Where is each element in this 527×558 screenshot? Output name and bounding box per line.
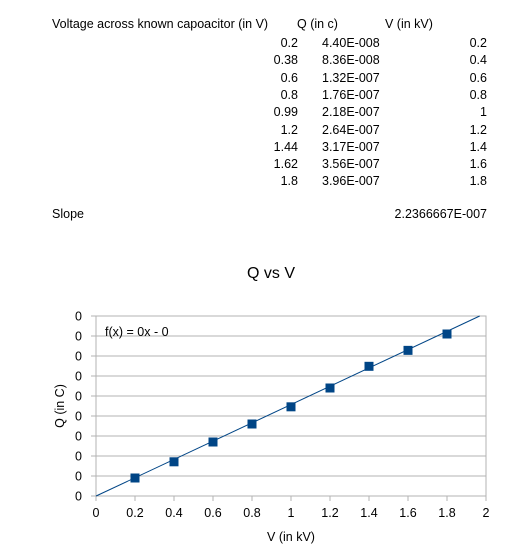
x-tick-label: 1.8 bbox=[438, 506, 455, 520]
data-point bbox=[286, 402, 296, 412]
cell-v-kv: 0.2 bbox=[469, 36, 487, 50]
data-point bbox=[364, 361, 374, 371]
data-point bbox=[208, 437, 218, 447]
slope-value: 2.2366667E-007 bbox=[394, 207, 487, 221]
cell-q: 3.56E-007 bbox=[322, 157, 380, 172]
x-tick-label: 2 bbox=[483, 506, 490, 520]
y-tick-label: 0 bbox=[75, 390, 82, 404]
x-tick-label: 1.4 bbox=[360, 506, 377, 520]
cell-q: 1.76E-007 bbox=[322, 87, 380, 102]
data-point bbox=[247, 419, 257, 429]
data-point bbox=[169, 457, 179, 467]
x-axis-label: V (in kV) bbox=[267, 530, 315, 544]
chart: Q vs V 0 0 0 0 0 0 0 0 0 0 0 0.2 0.4 0.6 0.8 1 1.2 1.4 1.6 1… bbox=[0, 250, 527, 558]
y-axis-label: Q (in C) bbox=[53, 384, 67, 428]
cell-v-kv: 1 bbox=[480, 105, 487, 120]
header-v-kv: V (in kV) bbox=[385, 17, 433, 31]
y-tick-label: 0 bbox=[75, 370, 82, 384]
cell-v-kv: 1.8 bbox=[469, 174, 487, 189]
x-tick-label: 1.2 bbox=[321, 506, 338, 520]
cell-v-kv: 1.4 bbox=[469, 139, 487, 154]
cell-v-kv: 0.6 bbox=[469, 70, 487, 85]
x-tick-label: 0.2 bbox=[126, 506, 143, 520]
cell-q: 2.64E-007 bbox=[322, 122, 380, 137]
y-tick-label: 0 bbox=[75, 430, 82, 444]
cell-voltage-known: 0.99 bbox=[273, 105, 298, 120]
y-tick-label: 0 bbox=[75, 450, 82, 464]
cell-voltage-known: 0.38 bbox=[273, 53, 298, 68]
y-tick-label: 0 bbox=[75, 350, 82, 364]
cell-v-kv: 1.6 bbox=[469, 157, 487, 172]
x-tick-label: 0.4 bbox=[165, 506, 182, 520]
cell-voltage-known: 1.8 bbox=[280, 174, 298, 189]
data-point bbox=[403, 345, 413, 355]
cell-voltage-known: 0.2 bbox=[280, 36, 298, 50]
y-tick-label: 0 bbox=[75, 470, 82, 484]
y-tick-label: 0 bbox=[75, 490, 82, 504]
cell-voltage-known: 1.62 bbox=[273, 157, 298, 172]
x-tick-label: 1 bbox=[288, 506, 295, 520]
chart-title: Q vs V bbox=[247, 265, 295, 282]
y-tick-label: 0 bbox=[75, 310, 82, 324]
cell-q: 2.18E-007 bbox=[322, 105, 380, 120]
data-point bbox=[325, 383, 335, 393]
x-tick-label: 1.6 bbox=[399, 506, 416, 520]
cell-q: 3.17E-007 bbox=[322, 139, 380, 154]
x-tick-label: 0.6 bbox=[204, 506, 221, 520]
slope-label: Slope bbox=[52, 207, 84, 221]
trendline-equation: f(x) = 0x - 0 bbox=[105, 325, 169, 339]
x-tick-label: 0.8 bbox=[243, 506, 260, 520]
x-tick-label: 0 bbox=[93, 506, 100, 520]
cell-voltage-known: 0.8 bbox=[280, 87, 298, 102]
data-point bbox=[130, 473, 140, 483]
cell-q: 4.40E-008 bbox=[322, 36, 380, 50]
cell-voltage-known: 1.44 bbox=[273, 139, 298, 154]
y-tick-label: 0 bbox=[75, 410, 82, 424]
header-voltage-known: Voltage across known capoacitor (in V) bbox=[52, 17, 269, 31]
header-q: Q (in c) bbox=[297, 17, 338, 31]
spreadsheet-area: Voltage across known capoacitor (in V) Q… bbox=[0, 0, 527, 240]
cell-v-kv: 0.8 bbox=[469, 87, 487, 102]
cell-q: 1.32E-007 bbox=[322, 70, 380, 85]
cell-v-kv: 0.4 bbox=[469, 53, 487, 68]
cell-q: 8.36E-008 bbox=[322, 53, 380, 68]
cell-q: 3.96E-007 bbox=[322, 174, 380, 189]
data-point bbox=[442, 329, 452, 339]
y-tick-label: 0 bbox=[75, 330, 82, 344]
cell-v-kv: 1.2 bbox=[469, 122, 487, 137]
cell-voltage-known: 0.6 bbox=[280, 70, 298, 85]
cell-voltage-known: 1.2 bbox=[280, 122, 298, 137]
